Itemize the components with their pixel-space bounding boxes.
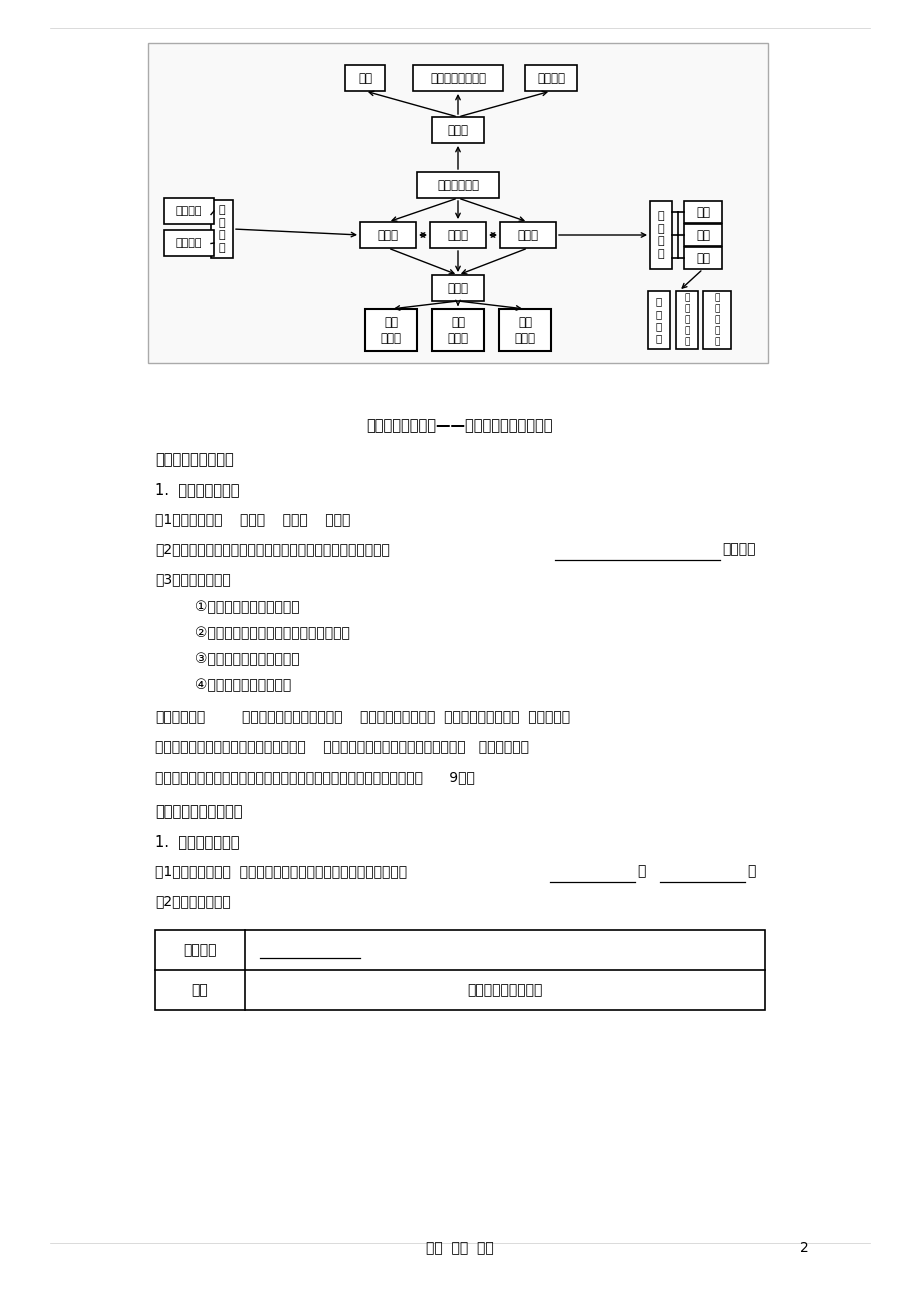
Text: ②缓解不同纬度热量收支不平衡的矛盾。: ②缓解不同纬度热量收支不平衡的矛盾。 [195, 625, 349, 640]
Bar [359, 222, 415, 248]
Bar [432, 309, 483, 351]
Text: ①维持全球水的动态平衡。: ①维持全球水的动态平衡。 [195, 599, 300, 614]
Text: 参与的水量最大。就水循环参与的水量而言，海上内循环是海陆间循环的      9倍。: 参与的水量最大。就水循环参与的水量而言，海上内循环是海陆间循环的 9倍。 [154, 770, 474, 784]
Text: 用心  爱心  专心: 用心 爱心 专心 [425, 1240, 494, 1255]
Text: 水循环: 水循环 [447, 281, 468, 294]
Text: 1.  相互联系的水体: 1. 相互联系的水体 [154, 482, 239, 496]
Text: 特点: 特点 [191, 982, 208, 997]
Bar [498, 309, 550, 351]
Text: 分布: 分布 [357, 72, 371, 85]
Bar [164, 231, 214, 255]
Text: 相
互
联
系: 相 互 联 系 [219, 206, 225, 253]
Text: 海陆
间循环: 海陆 间循环 [447, 315, 468, 344]
Bar [164, 198, 214, 224]
Text: 波浪: 波浪 [696, 206, 709, 219]
Text: 陆地水: 陆地水 [377, 228, 398, 241]
Bar [675, 291, 698, 349]
Text: 一、自然界的水循环: 一、自然界的水循环 [154, 452, 233, 466]
Bar [525, 65, 576, 91]
Text: 与人类社会的关系: 与人类社会的关系 [429, 72, 485, 85]
Bar [429, 222, 485, 248]
Text: 地球上的水体: 地球上的水体 [437, 179, 479, 192]
Text: （1）水资源概况：  人类比较容易利用的淡水资源主要是河流水、: （1）水资源概况： 人类比较容易利用的淡水资源主要是河流水、 [154, 864, 407, 878]
Text: ③海陆间联系的主要组带。: ③海陆间联系的主要组带。 [195, 652, 300, 666]
Text: 洋
流
对
地
理: 洋 流 对 地 理 [684, 293, 689, 347]
Text: 凝结降水、地表径流、下渗、地下径流等    ），范围最广（既包括海洋也包括陆地   ），而不是指: 凝结降水、地表径流、下渗、地下径流等 ），范围最广（既包括海洋也包括陆地 ），而… [154, 740, 528, 754]
Text: 海
水
运
动: 海 水 运 动 [657, 211, 664, 258]
Bar [365, 309, 416, 351]
Bar [683, 201, 721, 223]
Text: 相互转化: 相互转化 [176, 238, 202, 248]
Bar [345, 65, 384, 91]
Bar [432, 117, 483, 143]
Bar [416, 172, 498, 198]
Bar [413, 65, 503, 91]
Text: 2: 2 [800, 1240, 808, 1255]
Text: 合理利用: 合理利用 [537, 72, 564, 85]
Bar [702, 291, 731, 349]
Text: 水资源: 水资源 [447, 124, 468, 137]
Text: 衡量指标: 衡量指标 [183, 943, 217, 956]
Text: （1）存在形式：    气态水    液态水    固态水: （1）存在形式： 气态水 液态水 固态水 [154, 512, 350, 526]
Text: 大气水: 大气水 [516, 228, 538, 241]
Text: ④不断塑造着地表形态。: ④不断塑造着地表形态。 [195, 678, 291, 692]
Text: 【注意提示】: 【注意提示】 [154, 710, 205, 724]
Text: 1.  水资源及其分布: 1. 水资源及其分布 [154, 834, 239, 850]
Text: 的关系。: 的关系。 [721, 542, 754, 556]
Text: 。: 。 [746, 864, 754, 878]
Bar [683, 224, 721, 246]
Text: 二、水资源的合理利用: 二、水资源的合理利用 [154, 804, 243, 820]
Text: 潮汐: 潮汐 [696, 228, 709, 241]
Text: 海陆间循环又称为大循环，    是指该循环环节最多  （包括海洋水蒸发、  水汽输送、: 海陆间循环又称为大循环， 是指该循环环节最多 （包括海洋水蒸发、 水汽输送、 [242, 710, 570, 724]
Bar [683, 248, 721, 268]
Text: 海上
内循环: 海上 内循环 [380, 315, 401, 344]
Text: 环
境
的
影
响: 环 境 的 影 响 [713, 293, 719, 347]
Bar [650, 201, 671, 268]
Bar [210, 199, 233, 258]
Text: （2）关系：从运动更新的角度看，陆地上的各种水体之间具有: （2）关系：从运动更新的角度看，陆地上的各种水体之间具有 [154, 542, 390, 556]
Text: 分
布
规
律: 分 布 规 律 [655, 296, 662, 344]
Bar [499, 222, 555, 248]
Text: 和: 和 [636, 864, 644, 878]
Bar [154, 930, 765, 1010]
Text: （2）水资源的分布: （2）水资源的分布 [154, 894, 231, 908]
Text: （3）水循环的意义: （3）水循环的意义 [154, 572, 231, 586]
Bar [647, 291, 669, 349]
Text: 洋流: 洋流 [696, 251, 709, 265]
Bar [148, 43, 767, 364]
Text: 【自主梳理归纳】——课前填写落实梳理归纳: 【自主梳理归纳】——课前填写落实梳理归纳 [367, 418, 552, 433]
Text: 具有明显的地区差异: 具有明显的地区差异 [467, 982, 542, 997]
Text: 海洋水: 海洋水 [447, 228, 468, 241]
Bar [432, 275, 483, 301]
Text: 相互补给: 相互补给 [176, 206, 202, 216]
Text: 陆地
内循环: 陆地 内循环 [514, 315, 535, 344]
